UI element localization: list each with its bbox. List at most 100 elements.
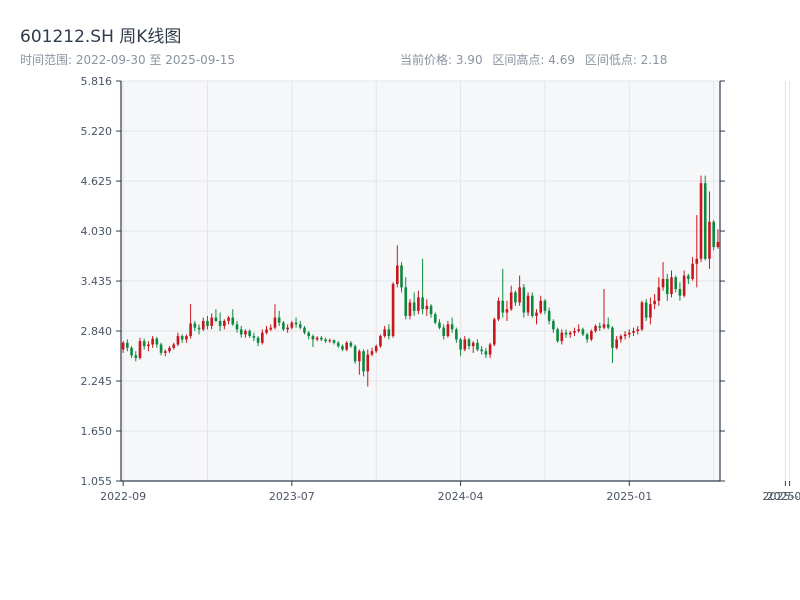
candle-body: [387, 329, 391, 337]
candle-body: [598, 325, 602, 328]
candle-body: [661, 278, 665, 288]
candle-body: [526, 295, 530, 313]
candle-body: [463, 339, 467, 350]
candle-body: [277, 317, 281, 323]
candle-body: [712, 221, 715, 248]
candle-body: [324, 339, 327, 342]
candle-body: [400, 265, 403, 288]
range-high-text: 区间高点: 4.69: [492, 53, 575, 67]
candle-body: [484, 351, 488, 355]
candle-body: [315, 337, 319, 340]
candle-body: [703, 183, 707, 259]
candle-body: [678, 289, 682, 296]
candle-body: [695, 258, 699, 264]
chart-title: 601212.SH 周K线图: [20, 27, 182, 47]
candle-body: [341, 346, 344, 350]
candle-body: [450, 324, 454, 330]
candle-body: [151, 338, 154, 345]
candle-body: [366, 354, 370, 372]
candle-body: [261, 332, 264, 343]
candle-body: [522, 287, 526, 313]
candle-body: [602, 324, 606, 328]
candle-body: [142, 341, 146, 347]
candle-body: [476, 342, 479, 350]
candle-body: [189, 323, 192, 337]
candle-body: [383, 329, 386, 337]
candle-body: [412, 302, 416, 311]
candle-body: [307, 332, 311, 337]
candle-body: [577, 329, 580, 332]
candle-body: [438, 322, 441, 328]
candle-body: [206, 320, 209, 326]
range-low-text: 区间低点: 2.18: [584, 53, 668, 67]
grid-lines: [121, 80, 791, 482]
candle-body: [649, 304, 652, 318]
candle-body: [573, 331, 576, 333]
candle-body: [627, 332, 631, 335]
candle-body: [644, 302, 648, 318]
candle-body: [303, 327, 306, 333]
candle-body: [265, 329, 268, 333]
candle-body: [708, 221, 711, 259]
candle-body: [623, 334, 627, 337]
candle-body: [185, 336, 188, 340]
candle-body: [362, 351, 365, 372]
candle-body: [370, 351, 374, 355]
candle-body: [210, 317, 214, 326]
candle-body: [581, 329, 585, 335]
x-tick-label: 2023-07: [269, 490, 315, 503]
candle-body: [121, 342, 125, 350]
candle-body: [404, 287, 408, 316]
candle-body: [235, 324, 239, 330]
candle-body: [446, 324, 450, 337]
candle-body: [168, 347, 171, 352]
candle-body: [670, 277, 673, 295]
candle-body: [467, 339, 471, 347]
candle-body: [298, 324, 302, 328]
candle-body: [699, 183, 703, 259]
candle-body: [328, 340, 332, 342]
x-tick-label: 2025-09: [762, 490, 800, 503]
candle-body: [417, 297, 420, 311]
candle-body: [535, 312, 538, 316]
candle-body: [442, 327, 446, 337]
candle-body: [480, 349, 483, 352]
candle-body: [126, 342, 129, 348]
y-tick-label: 2.245: [81, 375, 113, 388]
candle-body: [374, 346, 378, 352]
candle-body: [433, 314, 437, 323]
candle-body: [514, 292, 517, 303]
candle-body: [429, 305, 433, 315]
candle-body: [640, 302, 644, 330]
y-tick-label: 1.650: [81, 425, 113, 438]
candle-body: [530, 295, 534, 316]
y-tick-label: 5.816: [81, 75, 113, 88]
candle-body: [665, 278, 669, 295]
candle-body: [252, 336, 256, 338]
candle-body: [320, 337, 323, 340]
y-tick-label: 4.030: [81, 225, 113, 238]
candle-body: [497, 300, 500, 320]
candle-body: [201, 320, 205, 330]
candle-body: [560, 332, 564, 342]
x-tick-label: 2022-09: [100, 490, 146, 503]
candle-body: [231, 317, 235, 325]
candle-body: [134, 355, 138, 358]
candle-body: [239, 329, 243, 335]
candle-body: [223, 320, 226, 326]
y-tick-label: 1.055: [81, 475, 113, 488]
candle-body: [488, 344, 492, 355]
candle-body: [353, 346, 357, 362]
candle-body: [130, 347, 133, 356]
candle-body: [332, 340, 336, 343]
candle-body: [615, 339, 618, 348]
candle-body: [556, 329, 559, 342]
candle-body: [395, 265, 399, 284]
candle-body: [716, 241, 720, 248]
candle-body: [138, 341, 142, 358]
candle-body: [163, 351, 167, 353]
candle-body: [674, 277, 678, 290]
candle-body: [611, 327, 614, 348]
candle-body: [248, 331, 251, 337]
candle-body: [543, 300, 547, 311]
